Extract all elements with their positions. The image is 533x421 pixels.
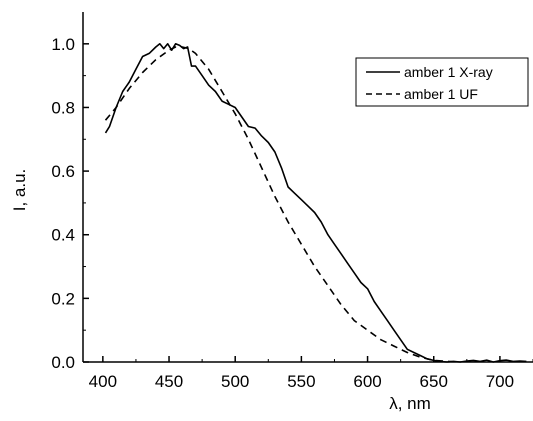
x-tick-label: 650 — [420, 372, 448, 391]
x-tick-label: 450 — [155, 372, 183, 391]
x-axis-label: λ, nm — [389, 394, 431, 413]
axis-ticks: 0.0 0.2 0.4 0.6 0.8 1.0 400 450 500 550 600 650 700 — [51, 35, 533, 391]
y-tick-label: 0.2 — [51, 289, 75, 308]
x-tick-label: 400 — [89, 372, 117, 391]
legend-label-xray: amber 1 X-ray — [404, 64, 493, 80]
y-tick-label: 0.0 — [51, 353, 75, 372]
x-tick-label: 700 — [486, 372, 514, 391]
series-line-uf — [104, 46, 461, 363]
y-axis-label: I, a.u. — [10, 169, 29, 212]
legend: amber 1 X-ray amber 1 UF — [355, 57, 529, 107]
series-lines — [104, 42, 527, 363]
x-tick-label: 550 — [287, 372, 315, 391]
y-tick-label: 0.8 — [51, 98, 75, 117]
y-tick-label: 1.0 — [51, 35, 75, 54]
legend-box — [355, 57, 529, 107]
x-tick-label: 600 — [353, 372, 381, 391]
x-tick-label: 500 — [221, 372, 249, 391]
y-tick-label: 0.4 — [51, 226, 75, 245]
y-tick-label: 0.6 — [51, 162, 75, 181]
legend-label-uf: amber 1 UF — [404, 86, 478, 102]
